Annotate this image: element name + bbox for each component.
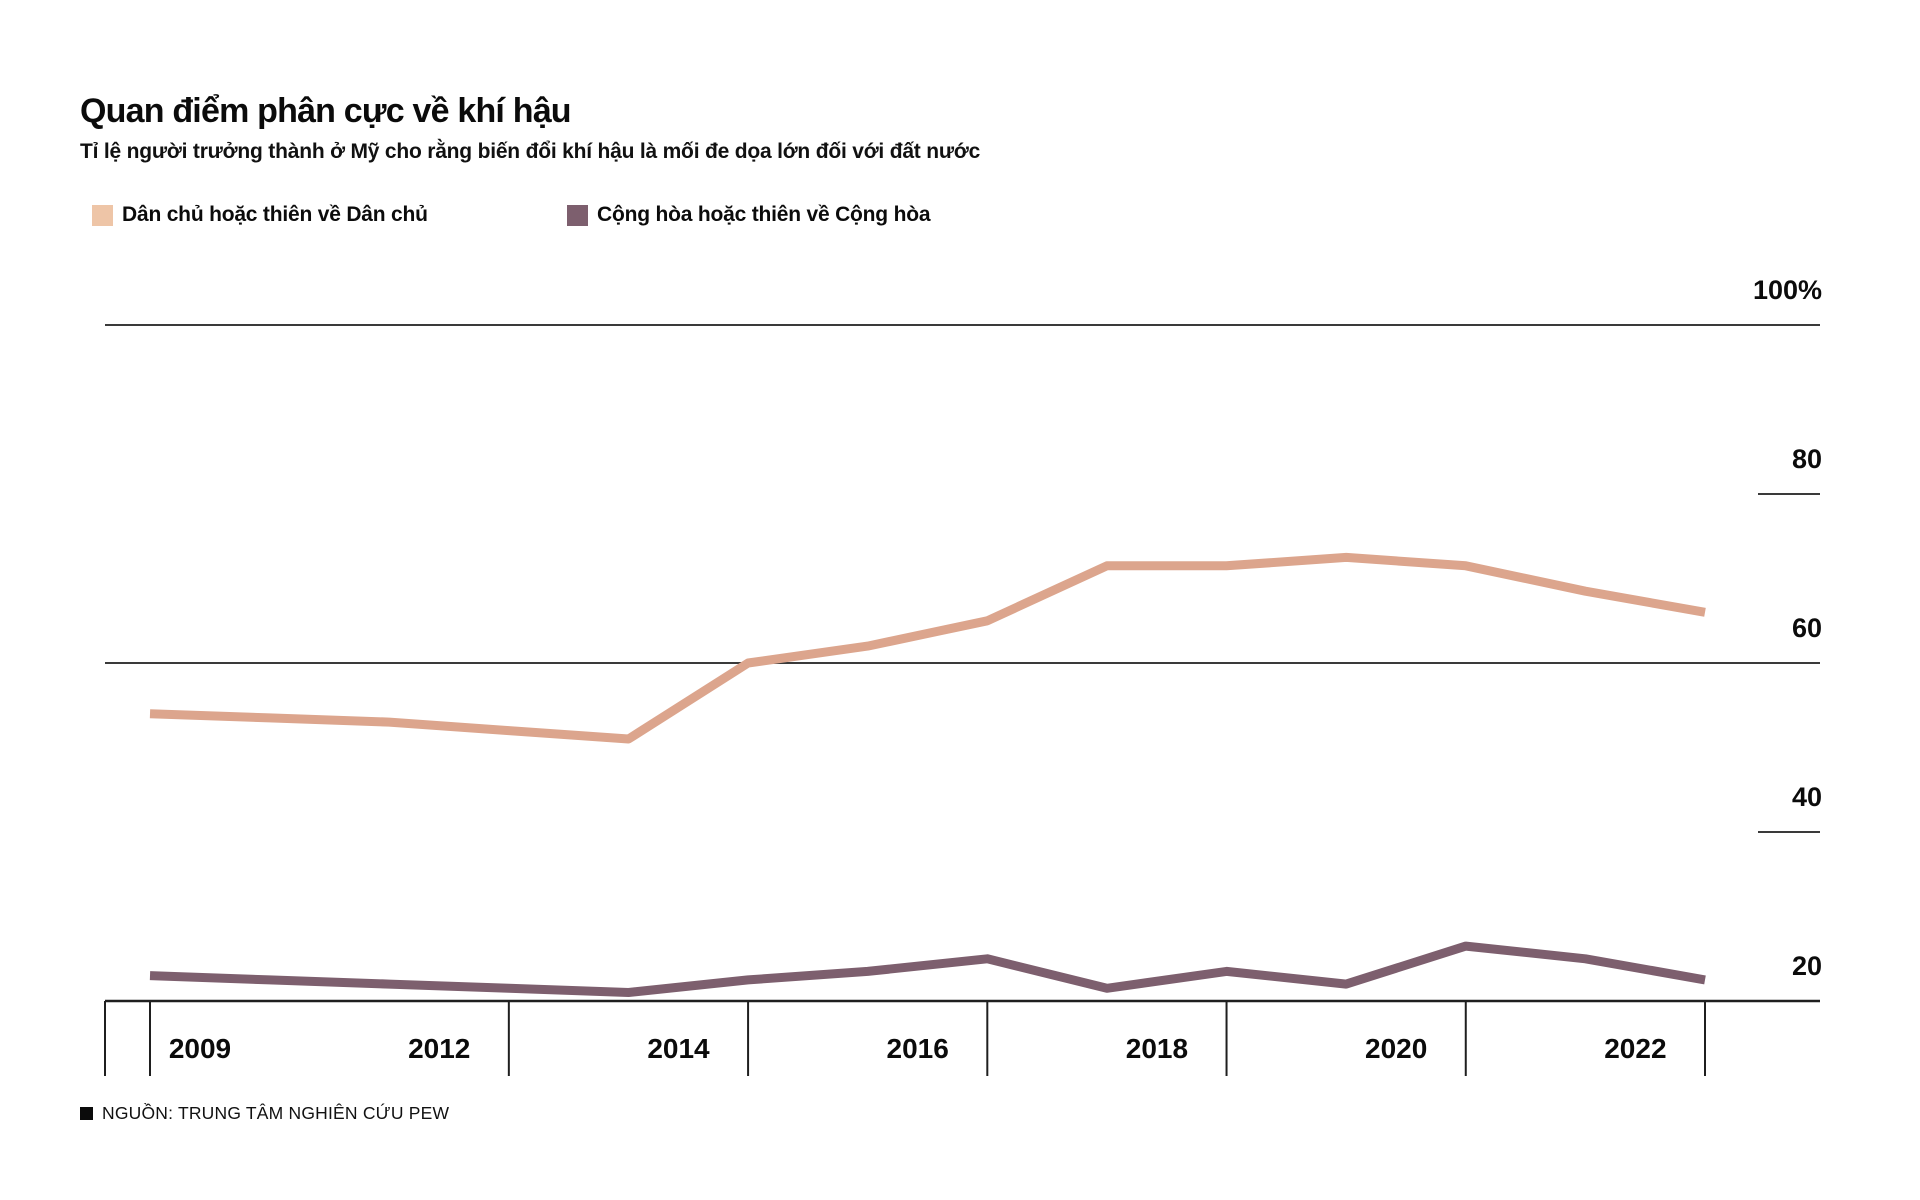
legend-label-democrat: Dân chủ hoặc thiên về Dân chủ (122, 203, 428, 226)
x-axis-label-2012: 2012 (408, 1033, 470, 1064)
legend-swatch-republican-icon (567, 204, 588, 226)
series-line-republican (149, 941, 1706, 997)
legend-swatch-democrat-icon (92, 204, 113, 226)
legend-label-republican: Cộng hòa hoặc thiên về Cộng hòa (597, 203, 931, 226)
x-axis-label-2014: 2014 (647, 1033, 710, 1064)
x-axis-label-2022: 2022 (1604, 1033, 1666, 1064)
series-line-democrat (149, 552, 1706, 744)
source-note: NGUỒN: TRUNG TÂM NGHIÊN CỨU PEW (80, 1103, 449, 1124)
source-text: NGUỒN: TRUNG TÂM NGHIÊN CỨU PEW (102, 1103, 450, 1123)
y-axis-label-60: 60 (1792, 613, 1822, 643)
legend-item-democrat: Dân chủ hoặc thiên về Dân chủ (92, 203, 428, 227)
y-axis-label-40: 40 (1792, 782, 1822, 812)
chart-title: Quan điểm phân cực về khí hậu (80, 92, 572, 130)
y-axis-label-80: 80 (1792, 444, 1822, 474)
x-axis-label-2020: 2020 (1365, 1033, 1427, 1064)
legend-item-republican: Cộng hòa hoặc thiên về Cộng hòa (567, 203, 931, 227)
y-axis-label-100: 100% (1753, 275, 1822, 305)
source-marker-icon (80, 1107, 93, 1120)
y-axis-label-20: 20 (1792, 951, 1822, 981)
x-axis-label-2016: 2016 (887, 1033, 949, 1064)
x-axis-label-2009: 2009 (169, 1033, 231, 1064)
x-axis-label-2018: 2018 (1126, 1033, 1188, 1064)
chart-subtitle: Tỉ lệ người trưởng thành ở Mỹ cho rằng b… (80, 140, 981, 163)
